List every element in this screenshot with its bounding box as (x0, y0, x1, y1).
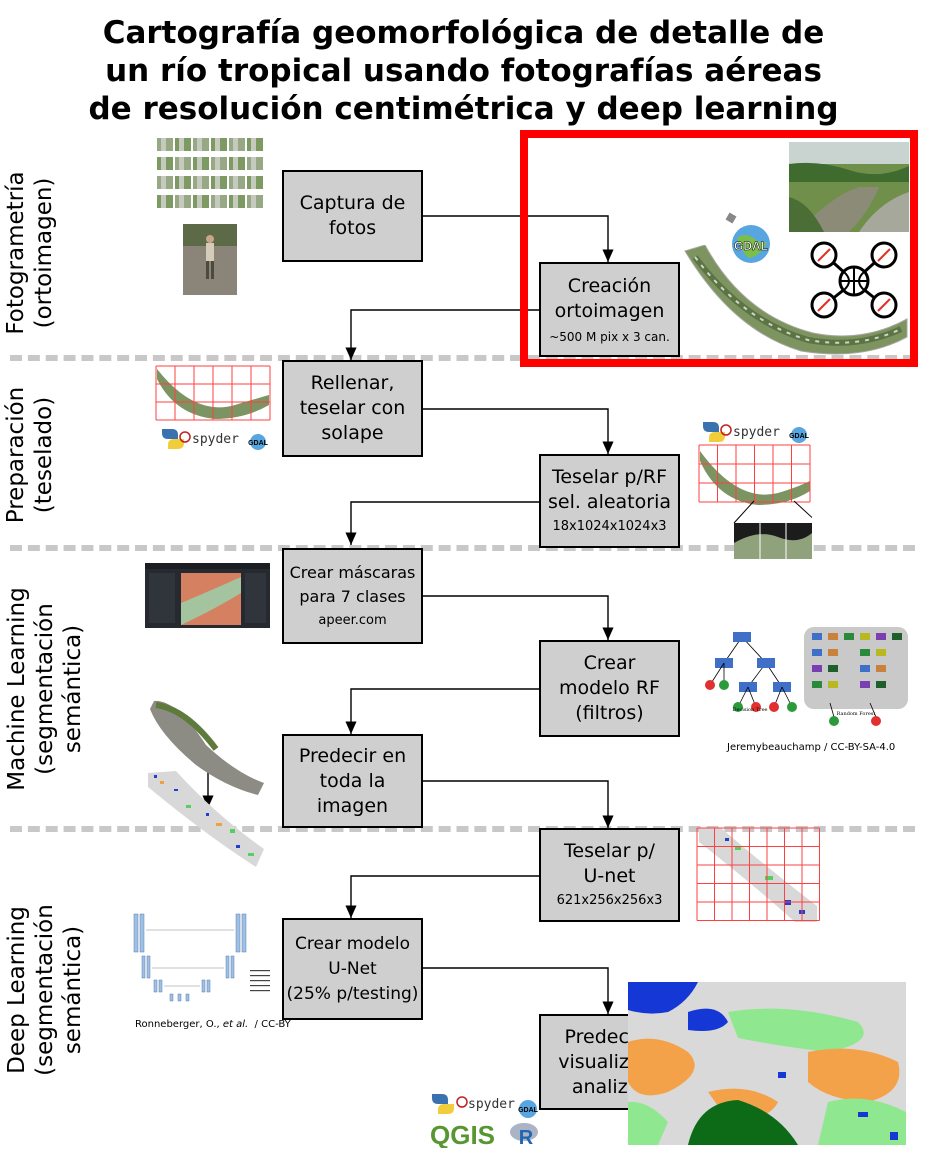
python-logo-icon: spyder GDAL (162, 429, 269, 450)
section-divider (10, 355, 915, 361)
section-divider (10, 826, 915, 832)
unet-architecture-image (133, 913, 270, 1002)
tool-logos-bottom: spyder GDAL QGIS R (430, 1094, 539, 1148)
step-text: U-net (583, 865, 636, 887)
step-text: (25% p/testing) (286, 983, 419, 1004)
r-logo-text: R (519, 1127, 534, 1148)
spyder-logo-text: spyder (192, 432, 239, 447)
tiled-river-image (155, 365, 271, 421)
step-text: Rellenar, (310, 372, 395, 394)
step-text: Crear (583, 652, 636, 674)
gdal-logo-icon: GDAL (725, 212, 770, 263)
ortoimagen-highlight-frame (520, 130, 918, 367)
step-text: fotos (328, 217, 377, 239)
title-line-2: un río tropical usando fotografías aérea… (105, 53, 822, 89)
unet-credit-etal: et al. (222, 1019, 249, 1030)
gdal-logo-text: GDAL (518, 1107, 539, 1114)
arrow-teselar-rf-to-mascaras (345, 501, 539, 545)
step-text: Predecir en (298, 744, 407, 767)
prediction-strips-image (148, 700, 264, 867)
orthoimage-river-image (684, 245, 908, 355)
step-crear-modelo-rf: Crear modelo RF (filtros) (539, 640, 680, 737)
step-subtext: 18x1024x1024x3 (552, 519, 667, 534)
photo-thumbnails-image (157, 138, 263, 208)
step-text: toda la (319, 769, 386, 792)
arrow-rellenar-to-teselar-rf (423, 408, 614, 454)
step-text: Captura de (299, 192, 406, 214)
title-line-3: de resolución centimétrica y deep learni… (88, 91, 839, 127)
step-text: imagen (316, 794, 389, 817)
arrow-predecir-to-teselar-unet (423, 780, 614, 828)
step-crear-mascaras: Crear máscaras para 7 clases apeer.com (282, 548, 423, 644)
arrow-captura-to-ortoimagen (423, 215, 614, 262)
step-teselar-unet: Teselar p/ U-net 621x256x256x3 (539, 828, 680, 922)
gdal-logo-text: GDAL (789, 433, 810, 440)
python-spyder-gdal-logos: spyder GDAL (699, 418, 811, 446)
field-photo-image (183, 224, 237, 295)
python-logo-icon: spyder GDAL (703, 422, 810, 443)
qgis-logo-text: QGIS (430, 1120, 495, 1148)
step-text: solape (321, 422, 384, 444)
step-text: (filtros) (575, 702, 644, 724)
step-text: ortoimagen (554, 299, 665, 322)
page-title: Cartografía geomorfológica de detalle de… (0, 14, 927, 128)
step-text: Teselar p/RF (551, 466, 668, 488)
step-text: sel. aleatoria (547, 491, 671, 513)
step-subtext: 621x256x256x3 (556, 893, 663, 908)
step-text: Teselar p/ (564, 840, 655, 862)
unet-image-credit: Ronneberger, O., et al. / CC-BY (135, 1019, 291, 1030)
step-text: U-Net (328, 958, 377, 979)
spyder-logo-text: spyder (733, 425, 780, 440)
spyder-logo-text: spyder (468, 1097, 515, 1112)
step-text: Creación (567, 274, 652, 297)
step-text: para 7 clases (299, 587, 406, 606)
step-creacion-ortoimagen: Creación ortoimagen ~500 M pix x 3 can. (539, 262, 680, 357)
decision-tree-random-forest-image: Decision Tree Random Forest (705, 627, 908, 726)
step-text: modelo RF (559, 677, 660, 699)
river-photo-image (789, 142, 909, 232)
step-subtext: ~500 M pix x 3 can. (549, 329, 670, 344)
section-divider (10, 545, 915, 551)
unet-tiles-image (696, 827, 820, 922)
step-subtext: apeer.com (318, 613, 387, 628)
random-tiles-image (698, 444, 812, 559)
arrow-ortoimagen-to-rellenar (345, 309, 539, 360)
python-spyder-gdal-logos: spyder GDAL (158, 425, 269, 453)
python-logo-icon (432, 1094, 448, 1104)
decision-tree-caption: Decision Tree (733, 707, 768, 713)
random-forest-caption: Random Forest (837, 711, 876, 717)
rf-image-credit: Jeremybeauchamp / CC-BY-SA-4.0 (727, 742, 896, 753)
step-text: Crear modelo (294, 933, 411, 954)
drone-icon (810, 241, 898, 319)
arrow-modelo-rf-to-predecir (345, 688, 539, 734)
step-predecir-imagen: Predecir en toda la imagen (282, 734, 423, 828)
title-line-1: Cartografía geomorfológica de detalle de (102, 15, 825, 51)
step-crear-modelo-unet: Crear modelo U-Net (25% p/testing) (282, 918, 423, 1020)
gdal-logo-text: GDAL (734, 239, 768, 253)
unet-credit-author: Ronneberger, O., (135, 1019, 223, 1030)
step-text: Crear máscaras (289, 563, 416, 582)
step-teselar-rf: Teselar p/RF sel. aleatoria 18x1024x1024… (539, 454, 680, 548)
arrow-modelo-unet-to-visualizar (423, 967, 614, 1014)
gdal-logo-text: GDAL (248, 440, 268, 447)
arrow-teselar-unet-to-modelo-unet (345, 875, 539, 918)
unet-credit-license: / CC-BY (248, 1019, 291, 1030)
step-rellenar-teselar: Rellenar, teselar con solape (282, 360, 423, 457)
step-captura-fotos: Captura de fotos (282, 170, 423, 262)
arrow-mascaras-to-modelo-rf (423, 595, 614, 640)
apeer-screenshot-image (145, 563, 270, 628)
step-text: teselar con (299, 397, 406, 419)
classified-map-image (628, 982, 906, 1145)
